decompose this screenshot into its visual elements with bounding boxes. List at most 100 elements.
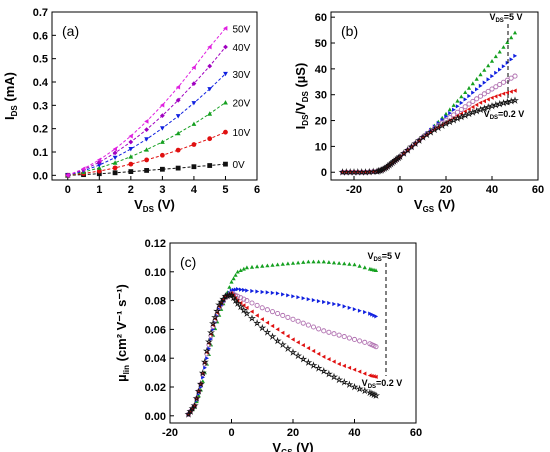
data-point	[233, 287, 238, 292]
label-part: GS	[423, 205, 435, 214]
label-part: DS	[143, 205, 155, 214]
data-point	[314, 364, 323, 372]
data-point	[296, 295, 301, 300]
data-point	[231, 296, 240, 305]
data-point	[322, 299, 326, 305]
data-point	[207, 63, 213, 69]
data-point	[128, 154, 134, 159]
data-point	[112, 146, 117, 152]
data-point	[363, 310, 367, 315]
y-tick-label: 0.0	[33, 170, 48, 182]
data-point	[489, 95, 494, 100]
data-point	[493, 94, 498, 99]
data-point	[324, 369, 333, 378]
data-point	[278, 340, 287, 349]
annotation-top: VDS=5 V	[489, 12, 522, 24]
data-point	[255, 313, 259, 318]
y-tick-label: 0.12	[145, 238, 166, 250]
data-point	[235, 269, 240, 274]
data-point	[337, 302, 342, 307]
data-point	[509, 89, 513, 94]
data-point	[128, 139, 134, 145]
y-tick-label: 0	[321, 167, 327, 179]
data-series	[186, 259, 379, 416]
y-axis-label: IDS (mA)	[2, 72, 19, 120]
data-point	[211, 313, 220, 321]
data-point	[512, 30, 518, 35]
data-point	[370, 312, 374, 317]
data-point	[351, 336, 358, 343]
data-point	[128, 169, 134, 174]
x-tick-label: 0	[397, 184, 403, 196]
data-point	[346, 335, 352, 341]
data-point	[474, 76, 479, 81]
data-point	[418, 133, 428, 141]
panel-label: (c)	[180, 254, 196, 270]
data-point	[503, 97, 512, 106]
data-point	[112, 170, 118, 176]
data-point	[466, 85, 472, 90]
data-point	[337, 261, 342, 265]
label-part: =5 V	[504, 12, 523, 22]
data-point	[96, 168, 102, 174]
data-point	[497, 93, 502, 98]
data-point	[290, 337, 295, 342]
data-point	[194, 387, 203, 395]
data-point	[304, 358, 313, 366]
label-part: =0.2 V	[498, 109, 524, 119]
data-point	[310, 324, 317, 330]
data-point	[311, 298, 316, 303]
data-point	[270, 323, 275, 329]
data-point	[478, 83, 483, 88]
data-point	[175, 97, 181, 103]
data-point	[509, 35, 514, 40]
data-point	[207, 346, 211, 351]
data-point	[290, 316, 296, 322]
data-point	[112, 165, 118, 171]
data-point	[223, 161, 228, 167]
data-point	[191, 101, 197, 106]
data-point	[244, 298, 250, 304]
data-point	[128, 147, 134, 152]
data-point	[497, 81, 503, 88]
label-part: DS	[301, 90, 310, 102]
y-tick-label: 0.04	[145, 353, 167, 365]
data-point	[191, 164, 197, 170]
x-tick-label: 0	[65, 184, 71, 196]
data-point	[144, 127, 149, 132]
x-tick-label: 40	[348, 427, 360, 439]
data-point	[485, 88, 491, 94]
data-point	[505, 40, 510, 44]
data-point	[477, 93, 484, 99]
data-point	[275, 262, 280, 267]
data-point	[260, 289, 265, 295]
label-part: V	[367, 251, 373, 261]
label-part: (µS)	[293, 63, 308, 91]
data-point	[342, 261, 347, 266]
plot-frame	[51, 11, 258, 181]
data-point	[329, 372, 339, 381]
data-point	[466, 101, 472, 107]
data-point	[472, 106, 481, 115]
data-point	[357, 263, 362, 268]
data-point	[371, 374, 376, 379]
label-part: V	[272, 440, 281, 452]
x-tick-label: 5	[222, 184, 228, 196]
y-tick-label: 40	[315, 64, 327, 76]
y-tick-label: 0.02	[145, 382, 166, 394]
data-point	[96, 165, 102, 170]
data-point	[345, 380, 354, 389]
data-point	[342, 304, 347, 309]
label-part: µ	[114, 374, 129, 382]
label-part: DS	[10, 105, 19, 117]
data-point	[489, 59, 495, 63]
data-point	[493, 54, 498, 59]
data-point	[265, 320, 270, 325]
chart-panel: 0 1 2 3 4 5 60.00.10.20.30.40.50.60.7(a)VDS (V…	[2, 7, 260, 214]
label-part: I	[2, 116, 17, 120]
data-point	[476, 105, 485, 114]
data-point	[160, 126, 165, 131]
data-point	[461, 111, 469, 119]
data-point	[373, 268, 379, 272]
data-point	[447, 107, 452, 112]
